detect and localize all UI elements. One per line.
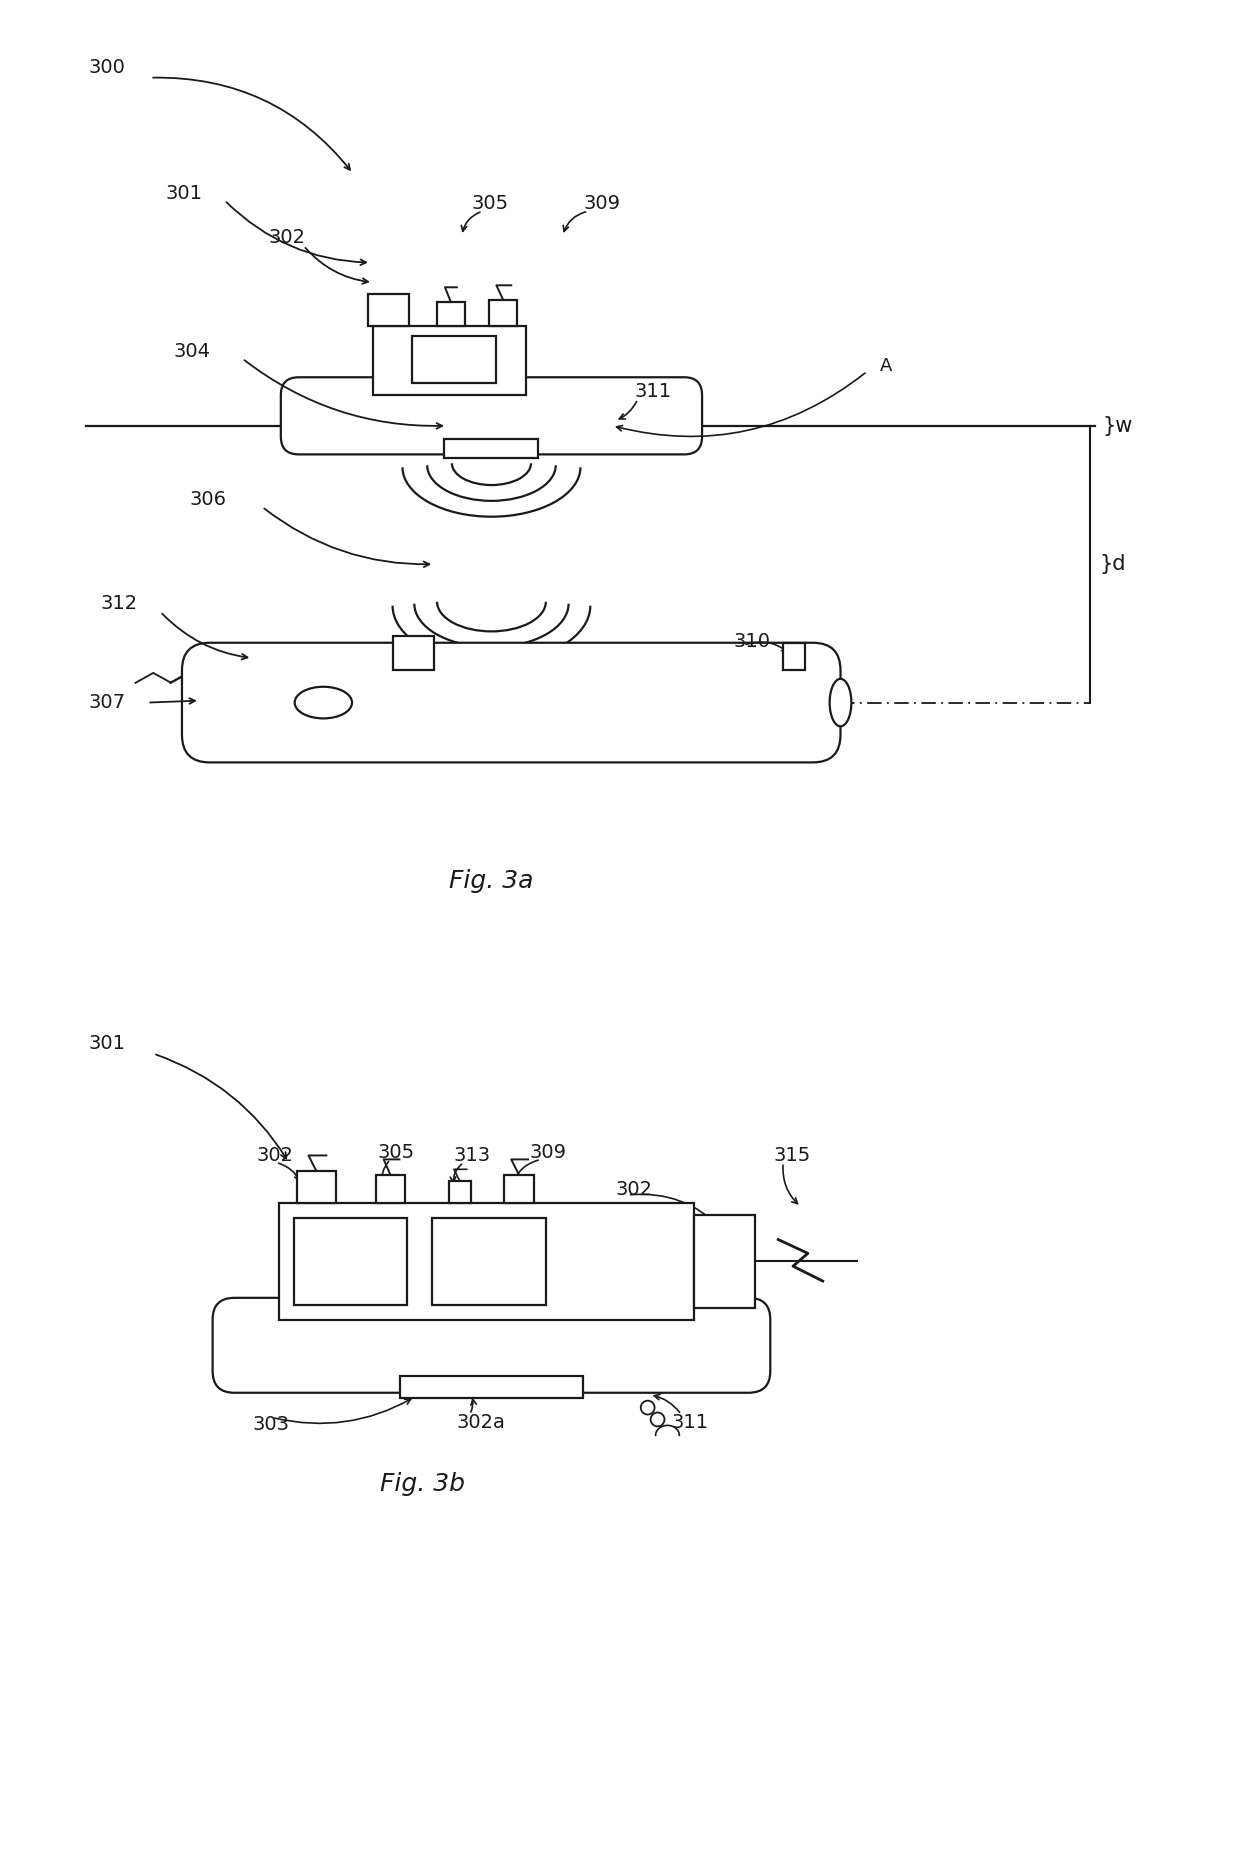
Bar	[784, 642, 805, 670]
Text: 309: 309	[583, 194, 620, 212]
Text: 302: 302	[615, 1180, 652, 1198]
Ellipse shape	[295, 687, 352, 718]
Bar	[294, 1217, 408, 1305]
Text: 304: 304	[174, 342, 210, 361]
FancyBboxPatch shape	[280, 378, 702, 454]
Bar	[393, 636, 434, 670]
Text: Fig. 3a: Fig. 3a	[449, 869, 533, 893]
Text: 312: 312	[100, 594, 138, 614]
Text: 303: 303	[378, 372, 414, 391]
FancyBboxPatch shape	[182, 642, 841, 763]
Text: 305: 305	[471, 194, 508, 212]
Bar	[401, 1375, 583, 1398]
Text: 307: 307	[88, 692, 125, 713]
Bar	[376, 1176, 405, 1202]
Text: 305: 305	[378, 1143, 415, 1161]
Bar	[490, 300, 517, 326]
Text: 301: 301	[88, 1035, 125, 1053]
Text: 313: 313	[454, 1146, 491, 1165]
Text: 310: 310	[734, 631, 771, 651]
Bar	[694, 1215, 755, 1308]
Text: 311: 311	[671, 1412, 708, 1431]
Text: }w: }w	[1102, 415, 1133, 435]
Text: A: A	[880, 357, 893, 376]
Text: 311: 311	[635, 382, 672, 400]
Bar	[368, 294, 409, 326]
Bar	[436, 301, 465, 326]
Text: Fig. 3b: Fig. 3b	[379, 1472, 465, 1496]
Ellipse shape	[641, 1401, 655, 1414]
FancyBboxPatch shape	[212, 1297, 770, 1392]
Text: 303: 303	[252, 1414, 289, 1435]
Bar	[296, 1171, 336, 1202]
Bar	[413, 335, 496, 383]
Ellipse shape	[651, 1412, 665, 1426]
Bar	[279, 1202, 694, 1319]
Text: 315: 315	[774, 1146, 811, 1165]
Text: 300: 300	[88, 58, 125, 78]
Text: }d: }d	[1100, 555, 1126, 575]
Bar	[505, 1176, 534, 1202]
Text: 302a: 302a	[456, 1412, 506, 1431]
Ellipse shape	[608, 421, 618, 430]
Bar	[449, 1182, 471, 1202]
Ellipse shape	[830, 679, 852, 726]
Text: 301: 301	[165, 184, 202, 203]
Bar	[432, 1217, 546, 1305]
Text: 302: 302	[269, 229, 306, 248]
Bar	[373, 326, 526, 395]
Text: 302: 302	[257, 1146, 293, 1165]
Bar	[444, 439, 538, 458]
Text: 309: 309	[529, 1143, 565, 1161]
Text: 306: 306	[190, 491, 227, 510]
